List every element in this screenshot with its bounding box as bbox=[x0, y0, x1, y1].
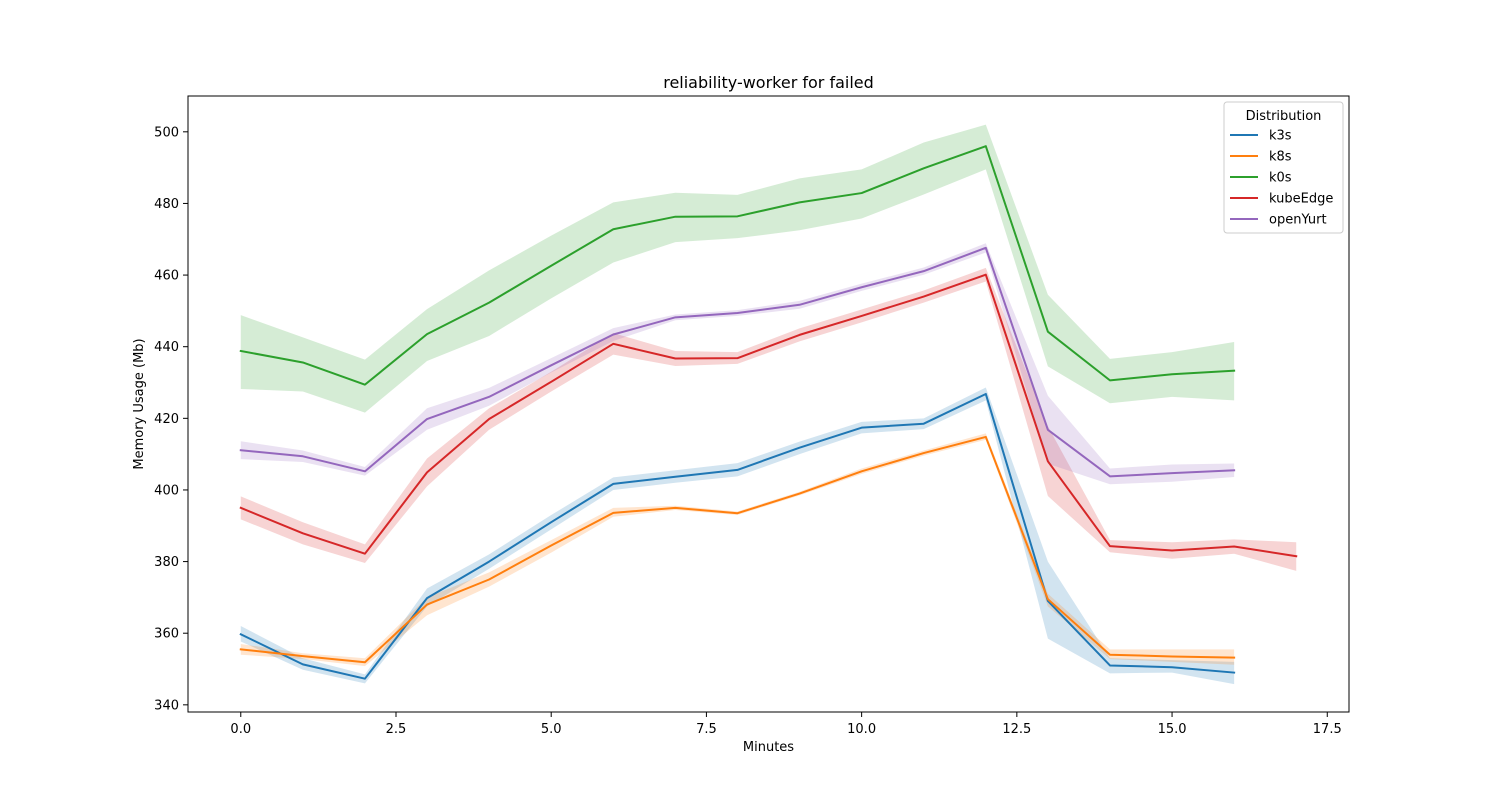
y-axis-label: Memory Usage (Mb) bbox=[132, 338, 147, 469]
x-tick-label: 7.5 bbox=[696, 722, 717, 737]
line-kubeedge bbox=[239, 273, 1298, 558]
band-k3s bbox=[240, 387, 1235, 685]
x-tick-label: 0.0 bbox=[230, 722, 251, 737]
legend-label-openyurt: openYurt bbox=[1269, 213, 1327, 228]
x-tick-label: 12.5 bbox=[1002, 722, 1031, 737]
x-tick-label: 2.5 bbox=[386, 722, 407, 737]
plot-area bbox=[187, 95, 1350, 713]
series-lines bbox=[239, 145, 1298, 680]
band-kubeedge bbox=[240, 267, 1297, 571]
legend: Distribution k3s k8s k0s kubeEdge openYurt bbox=[1223, 101, 1344, 234]
plot-frame bbox=[187, 95, 1350, 713]
y-tick-label: 380 bbox=[154, 555, 179, 570]
confidence-bands bbox=[240, 124, 1297, 685]
x-tick-label: 5.0 bbox=[541, 722, 562, 737]
band-k0s bbox=[240, 124, 1235, 413]
y-axis: 340 360 380 400 420 440 460 480 500 bbox=[154, 125, 188, 713]
line-k8s bbox=[239, 435, 1236, 664]
line-k0s bbox=[239, 145, 1236, 386]
y-tick-label: 420 bbox=[154, 412, 179, 427]
x-tick-label: 17.5 bbox=[1313, 722, 1342, 737]
y-tick-label: 400 bbox=[154, 483, 179, 498]
y-tick-label: 500 bbox=[154, 125, 179, 140]
line-openyurt bbox=[239, 246, 1236, 478]
legend-label-kubeedge: kubeEdge bbox=[1269, 192, 1333, 207]
y-tick-label: 480 bbox=[154, 197, 179, 212]
legend-title: Distribution bbox=[1246, 109, 1322, 124]
x-axis: 0.0 2.5 5.0 7.5 10.0 12.5 15.0 17.5 bbox=[230, 712, 1342, 737]
y-tick-label: 360 bbox=[154, 627, 179, 642]
x-tick-label: 15.0 bbox=[1158, 722, 1187, 737]
legend-label-k0s: k0s bbox=[1269, 171, 1292, 186]
legend-items: k3s k8s k0s kubeEdge openYurt bbox=[1230, 129, 1333, 228]
y-tick-label: 340 bbox=[154, 698, 179, 713]
x-tick-label: 10.0 bbox=[847, 722, 876, 737]
y-tick-label: 460 bbox=[154, 269, 179, 284]
chart-title: reliability-worker for failed bbox=[663, 73, 874, 92]
legend-label-k8s: k8s bbox=[1269, 150, 1292, 165]
y-tick-label: 440 bbox=[154, 340, 179, 355]
legend-label-k3s: k3s bbox=[1269, 129, 1292, 144]
x-axis-label: Minutes bbox=[743, 740, 794, 755]
